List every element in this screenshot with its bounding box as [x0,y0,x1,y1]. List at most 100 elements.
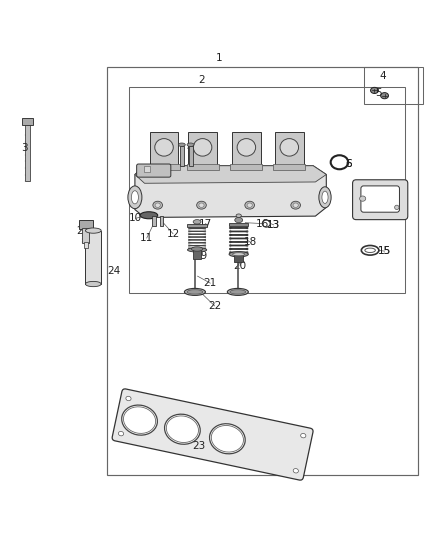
Ellipse shape [131,191,138,204]
Text: 19: 19 [195,251,208,261]
Text: 7: 7 [283,154,290,164]
Ellipse shape [126,396,131,401]
Ellipse shape [187,143,194,147]
Ellipse shape [280,139,299,156]
Bar [273,164,305,170]
Ellipse shape [322,191,328,204]
Text: 8: 8 [187,141,194,151]
Bar [160,216,163,226]
Ellipse shape [193,220,201,224]
Text: 2: 2 [198,75,205,85]
Bar [280,152,287,156]
Ellipse shape [187,248,207,252]
Bar [150,132,178,167]
Ellipse shape [199,203,204,207]
FancyBboxPatch shape [137,164,171,177]
Text: 14: 14 [378,191,391,201]
Text: 4: 4 [380,71,387,81]
Bar [148,164,180,170]
Ellipse shape [381,93,389,99]
Bar [279,156,288,161]
Bar [84,243,88,248]
Ellipse shape [293,469,298,473]
Ellipse shape [153,201,162,209]
Bar [232,132,261,167]
Bar [25,125,30,181]
Text: 3: 3 [21,143,28,154]
Bar [82,229,89,243]
Bar [187,164,219,170]
Text: 5: 5 [375,88,382,99]
Bar [180,146,184,166]
Ellipse shape [245,201,254,209]
Bar [230,164,262,170]
Text: 13: 13 [267,220,280,230]
Ellipse shape [128,186,142,209]
Text: 20: 20 [233,261,247,271]
Bar [144,166,150,172]
Ellipse shape [165,414,200,444]
Ellipse shape [155,203,160,207]
Text: 16: 16 [256,219,269,229]
Text: 6: 6 [345,159,352,168]
Text: 17: 17 [199,219,212,229]
Bar [229,223,248,226]
Text: 25: 25 [77,227,90,237]
Bar [79,220,93,229]
Bar [189,146,193,166]
Text: 21: 21 [204,278,217,288]
Text: 9: 9 [148,167,155,177]
Ellipse shape [229,252,248,257]
Ellipse shape [140,212,158,219]
Ellipse shape [187,290,203,294]
Text: 7: 7 [283,154,290,164]
Bar [187,223,207,227]
Bar [129,87,405,293]
Ellipse shape [191,247,203,251]
Text: 1: 1 [215,53,223,63]
Bar [22,118,33,125]
Ellipse shape [209,424,245,454]
Ellipse shape [291,201,300,209]
Bar [275,132,304,167]
Text: 22: 22 [208,301,221,311]
Bar [234,253,243,262]
Text: 24: 24 [107,266,120,276]
Bar [107,67,418,474]
Text: 13: 13 [267,220,280,230]
Ellipse shape [230,290,246,294]
Ellipse shape [247,203,252,207]
Ellipse shape [227,288,248,295]
Text: 11: 11 [140,233,153,243]
Bar [188,132,217,167]
Text: 15: 15 [378,246,391,256]
Bar [193,249,201,259]
FancyBboxPatch shape [361,186,399,212]
Ellipse shape [193,139,212,156]
Text: 23: 23 [193,441,206,451]
Ellipse shape [178,143,185,147]
Ellipse shape [237,139,256,156]
Text: 9: 9 [148,167,155,177]
Ellipse shape [235,217,243,223]
Text: 6: 6 [345,159,352,168]
Ellipse shape [300,433,306,438]
Polygon shape [135,166,326,217]
Ellipse shape [85,228,101,233]
Ellipse shape [122,405,157,435]
FancyBboxPatch shape [112,389,313,480]
Ellipse shape [184,288,205,295]
Text: 14: 14 [378,191,391,201]
Bar [152,216,156,226]
Ellipse shape [360,196,366,201]
Bar [85,231,101,284]
Ellipse shape [371,87,378,93]
Ellipse shape [197,201,206,209]
Text: 8: 8 [187,141,194,151]
Text: 12: 12 [166,229,180,239]
Bar [364,67,423,104]
Ellipse shape [155,139,173,156]
Ellipse shape [236,214,241,217]
Polygon shape [135,166,326,183]
Ellipse shape [118,431,124,436]
